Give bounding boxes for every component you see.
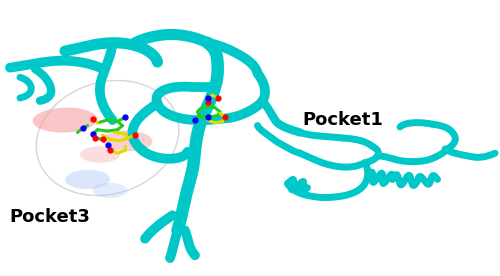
Ellipse shape bbox=[65, 170, 110, 189]
Text: Pocket3: Pocket3 bbox=[9, 208, 90, 226]
Ellipse shape bbox=[80, 146, 120, 163]
Ellipse shape bbox=[32, 108, 98, 132]
Text: Pocket1: Pocket1 bbox=[302, 111, 384, 129]
Ellipse shape bbox=[102, 130, 152, 151]
Ellipse shape bbox=[36, 81, 179, 195]
Ellipse shape bbox=[92, 183, 128, 198]
